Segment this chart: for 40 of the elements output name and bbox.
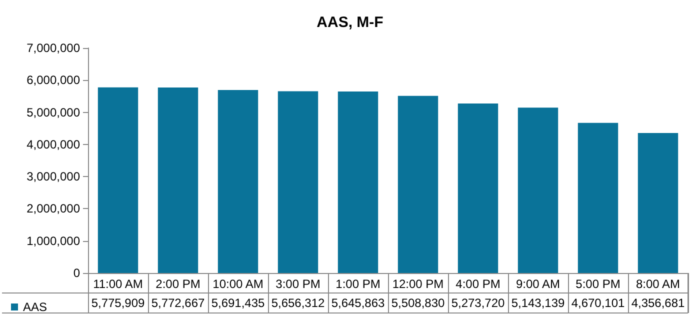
data-label: 5,508,830 xyxy=(391,296,446,310)
bar xyxy=(458,103,498,273)
data-label: 5,273,720 xyxy=(451,296,506,310)
y-tick-label: 5,000,000 xyxy=(26,105,80,120)
data-label: 4,670,101 xyxy=(571,296,626,310)
y-tick-label: 1,000,000 xyxy=(26,234,80,248)
y-tick-label: 3,000,000 xyxy=(26,170,80,184)
data-label: 4,356,681 xyxy=(631,296,686,310)
legend-label: AAS xyxy=(23,300,48,314)
data-label: 5,645,863 xyxy=(331,296,386,310)
y-tick-label: 0 xyxy=(73,266,80,280)
x-tick-label: 10:00 AM xyxy=(212,277,264,291)
data-label: 5,656,312 xyxy=(271,296,326,310)
data-label: 5,772,667 xyxy=(151,296,206,310)
bar xyxy=(218,90,258,273)
bar xyxy=(98,87,138,273)
bar xyxy=(518,108,558,273)
y-tick-label: 7,000,000 xyxy=(26,41,80,55)
data-label: 5,691,435 xyxy=(211,296,266,310)
x-tick-label: 9:00 AM xyxy=(516,277,560,291)
y-tick-label: 6,000,000 xyxy=(26,73,80,88)
data-label: 5,775,909 xyxy=(91,296,146,310)
x-tick-label: 11:00 AM xyxy=(93,277,143,291)
x-tick-label: 5:00 PM xyxy=(576,277,620,291)
y-tick-label: 2,000,000 xyxy=(26,202,80,216)
data-label: 5,143,139 xyxy=(511,296,566,310)
x-tick-label: 3:00 PM xyxy=(276,277,320,291)
x-tick-label: 1:00 PM xyxy=(336,277,380,291)
x-tick-label: 8:00 AM xyxy=(636,277,680,291)
x-tick-label: 2:00 PM xyxy=(156,277,200,291)
x-tick-label: 12:00 PM xyxy=(392,277,444,291)
chart-title: AAS, M-F xyxy=(316,14,384,31)
x-tick-label: 4:00 PM xyxy=(456,277,500,291)
bar xyxy=(338,92,378,273)
bar xyxy=(158,87,198,273)
y-tick-label: 4,000,000 xyxy=(26,137,80,152)
bar xyxy=(278,91,318,273)
bar xyxy=(398,96,438,273)
bar xyxy=(638,132,678,273)
bar xyxy=(578,122,618,273)
